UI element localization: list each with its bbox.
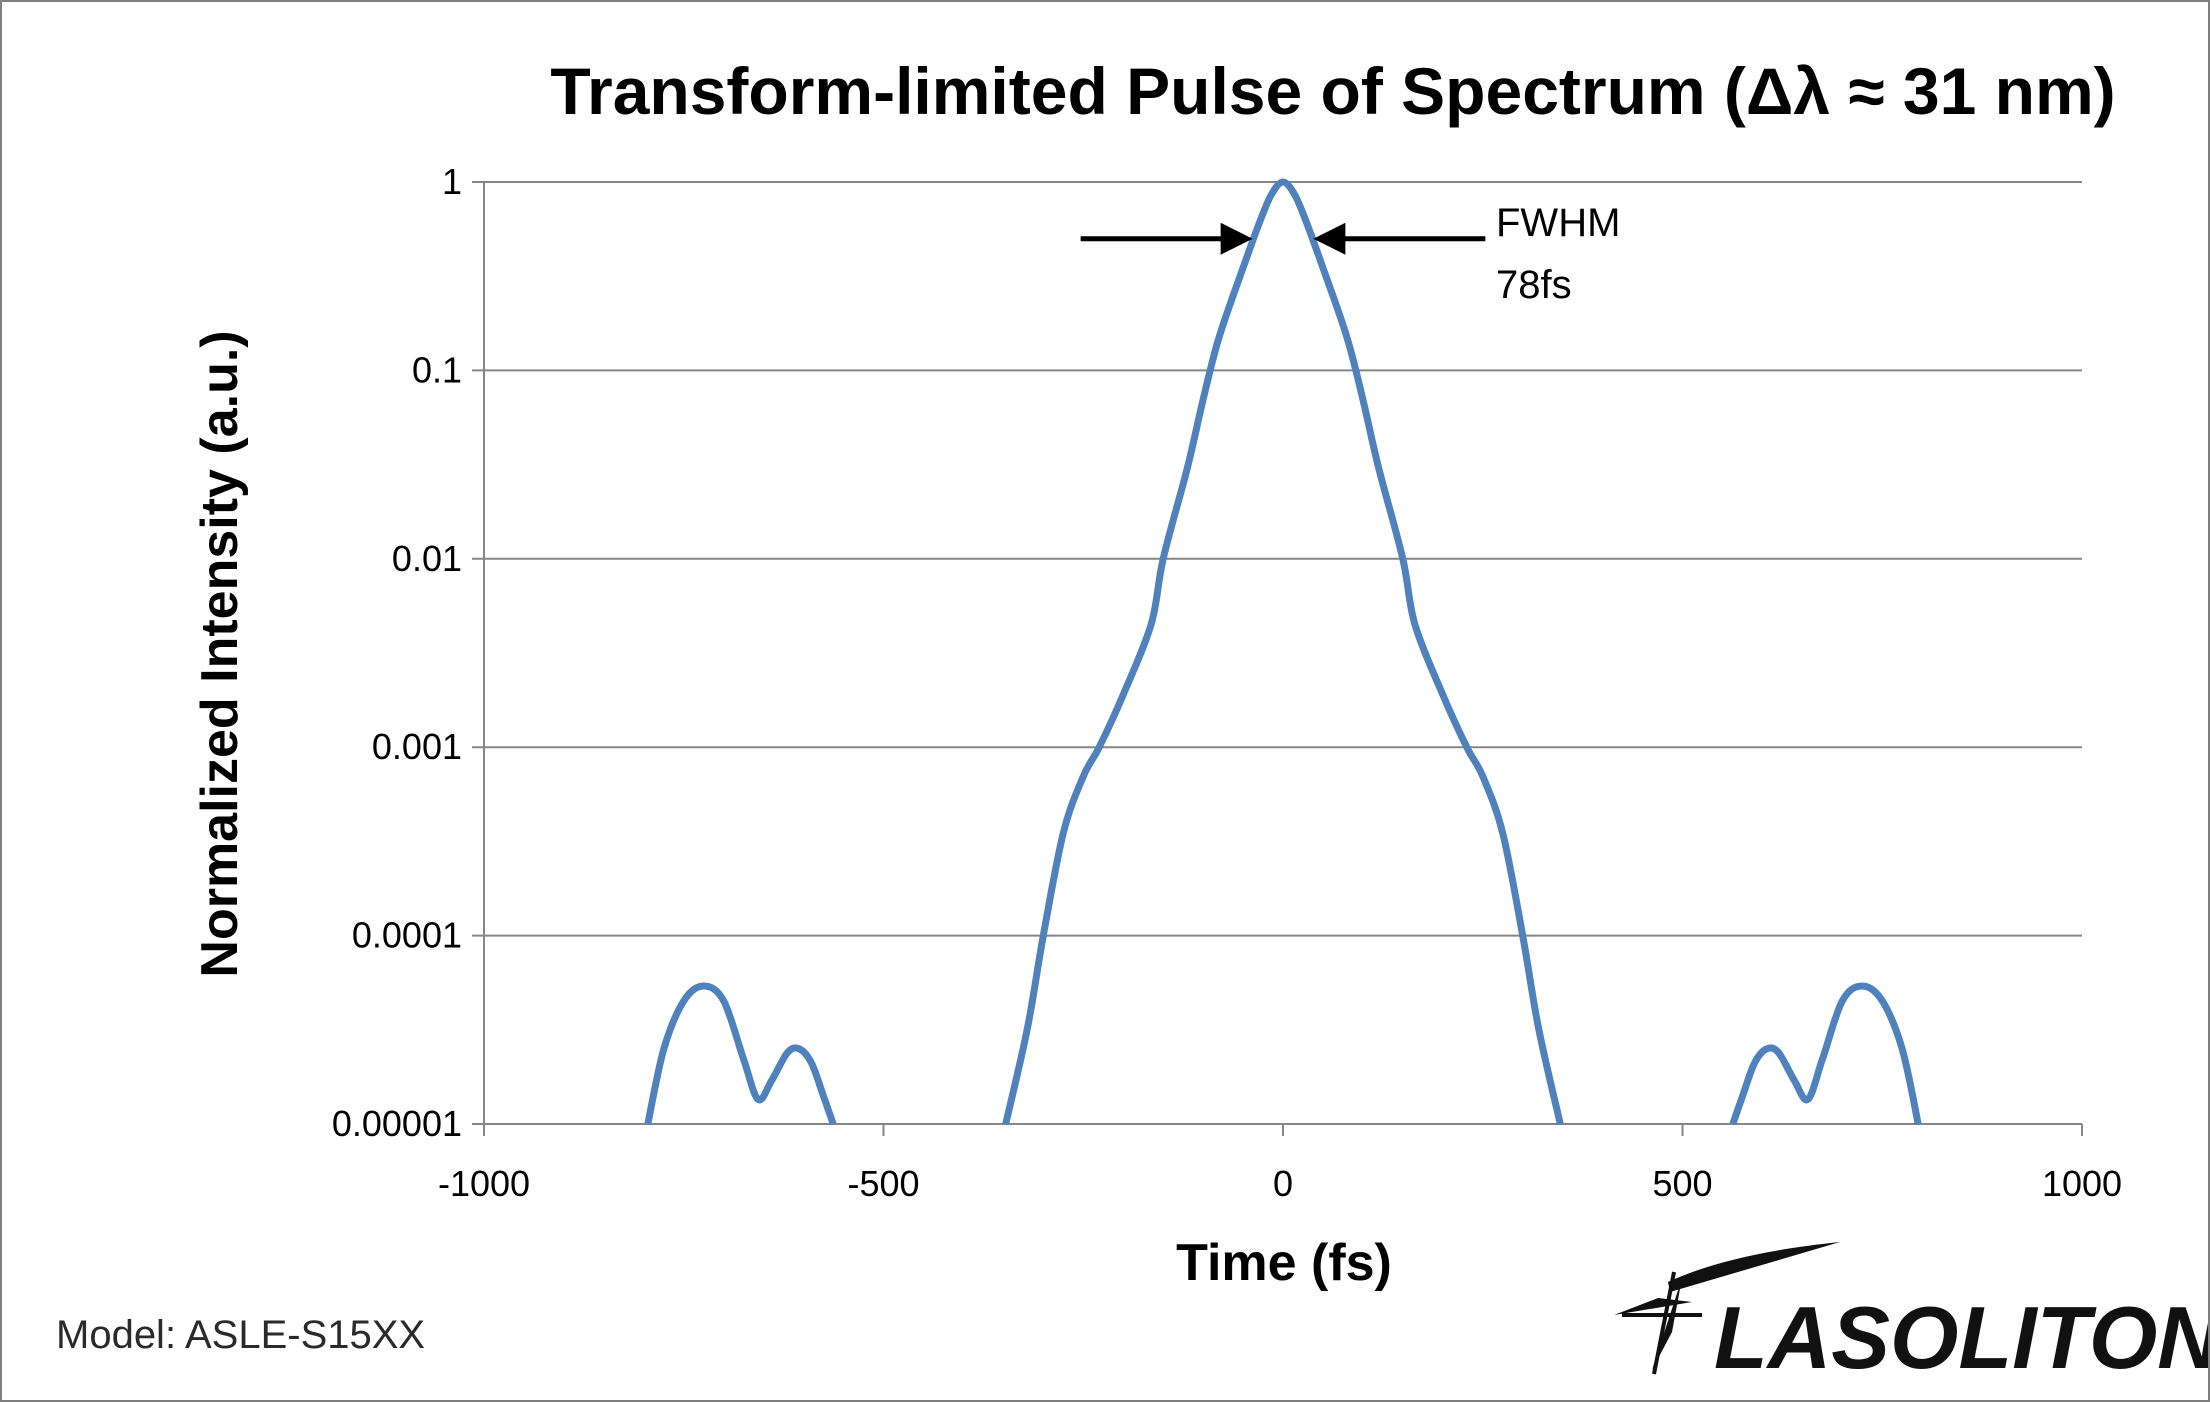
- x-tick-label: 1000: [2042, 1163, 2122, 1204]
- series-line: [644, 982, 837, 1126]
- fwhm-value: 78fs: [1496, 263, 1572, 307]
- data-series: [644, 178, 1922, 1126]
- fwhm-label: FWHM: [1496, 201, 1620, 245]
- axes: [472, 182, 2083, 1136]
- y-tick-labels: 1 0.1 0.01 0.001 0.0001 0.00001: [332, 161, 462, 1144]
- y-tick-label: 0.1: [412, 349, 462, 390]
- fwhm-right-arrowhead: [1313, 222, 1346, 255]
- logo-star-icon: [1614, 1242, 1840, 1375]
- y-tick-label: 0.001: [372, 726, 462, 767]
- x-tick-label: -1000: [438, 1163, 530, 1204]
- x-tick-label: 500: [1652, 1163, 1712, 1204]
- logo-wordmark: LASOLITON: [1714, 1288, 2208, 1387]
- x-tick-labels: -1000 -500 0 500 1000: [438, 1163, 2122, 1204]
- fwhm-left-arrowhead: [1220, 222, 1253, 255]
- fwhm-annotation: FWHM 78fs: [1080, 201, 1620, 307]
- x-tick-label: 0: [1273, 1163, 1293, 1204]
- x-tick-label: -500: [847, 1163, 919, 1204]
- y-tick-label: 0.01: [392, 538, 462, 579]
- series-line: [1002, 178, 1564, 1125]
- series-line: [1729, 982, 1922, 1126]
- chart-title: Transform-limited Pulse of Spectrum (Δλ …: [550, 54, 2115, 128]
- x-axis-title: Time (fs): [1176, 1234, 1392, 1292]
- y-axis-title: Normalized Intensity (a.u.): [191, 330, 249, 977]
- grid-lines: [472, 181, 2082, 937]
- y-tick-label: 0.0001: [352, 915, 462, 956]
- y-tick-label: 1: [442, 161, 462, 202]
- model-label: Model: ASLE-S15XX: [56, 1313, 425, 1357]
- y-tick-label: 0.00001: [332, 1103, 462, 1144]
- brand-logo: LASOLITON: [1614, 1242, 2208, 1387]
